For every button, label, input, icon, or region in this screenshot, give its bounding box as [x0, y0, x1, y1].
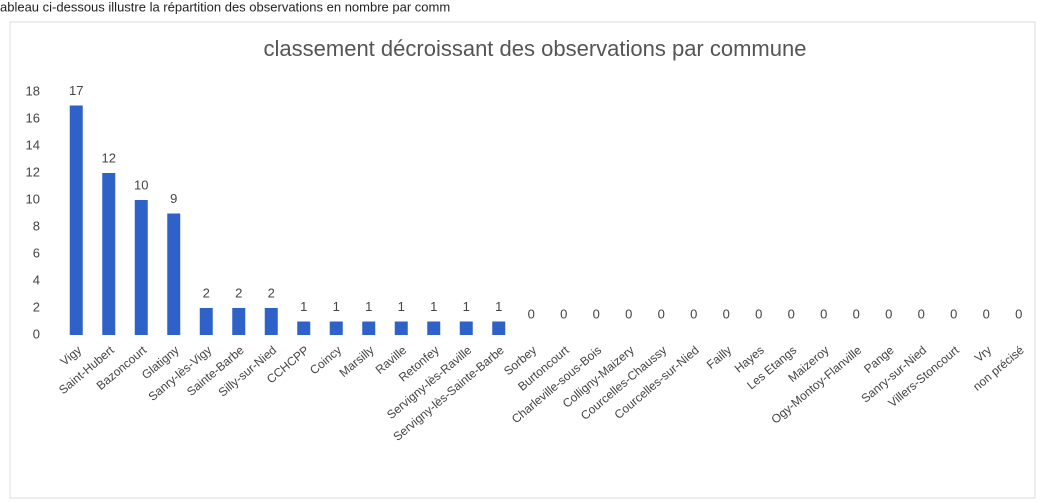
- data-label: 0: [690, 306, 697, 321]
- y-tick-label: 16: [26, 110, 40, 125]
- data-label: 0: [723, 306, 730, 321]
- data-label: 9: [170, 191, 177, 206]
- y-tick-label: 12: [26, 164, 40, 179]
- chart-title: classement décroissant des observations …: [264, 36, 807, 61]
- data-label: 0: [820, 306, 827, 321]
- bar: [394, 321, 408, 335]
- data-label: 2: [235, 285, 242, 300]
- data-label: 0: [918, 306, 925, 321]
- y-tick-label: 0: [33, 326, 40, 341]
- data-label: 1: [300, 299, 307, 314]
- data-label: 0: [560, 306, 567, 321]
- data-label: 0: [885, 306, 892, 321]
- data-label: 0: [853, 306, 860, 321]
- data-label: 0: [983, 306, 990, 321]
- data-label: 1: [495, 299, 502, 314]
- bar: [492, 321, 506, 335]
- x-tick-label: Vry: [972, 343, 994, 365]
- x-tick-label: Marsilly: [337, 343, 377, 380]
- data-label: 0: [755, 306, 762, 321]
- data-label: 0: [625, 306, 632, 321]
- data-label: 0: [658, 306, 665, 321]
- data-label: 2: [268, 285, 275, 300]
- data-label: 0: [788, 306, 795, 321]
- bar: [264, 308, 278, 335]
- data-label: 0: [528, 306, 535, 321]
- data-label: 0: [1015, 306, 1022, 321]
- bar: [329, 321, 343, 335]
- bar: [167, 213, 181, 335]
- data-label: 17: [69, 83, 83, 98]
- bar: [297, 321, 311, 335]
- caption: ableau ci-dessous illustre la répartitio…: [0, 0, 450, 14]
- bar: [199, 308, 213, 335]
- data-label: 1: [430, 299, 437, 314]
- y-tick-label: 2: [33, 299, 40, 314]
- chart-frame: [9, 21, 1036, 499]
- y-tick-label: 10: [26, 191, 40, 206]
- x-tick-label: Vigy: [57, 343, 84, 369]
- y-tick-label: 6: [33, 245, 40, 260]
- bar: [69, 105, 83, 335]
- bar: [362, 321, 376, 335]
- bar: [102, 173, 116, 335]
- y-tick-label: 8: [33, 218, 40, 233]
- bar: [232, 308, 246, 335]
- bar: [459, 321, 473, 335]
- data-label: 1: [365, 299, 372, 314]
- x-tick-label: Failly: [704, 343, 734, 372]
- data-label: 1: [398, 299, 405, 314]
- data-label: 0: [950, 306, 957, 321]
- y-tick-label: 14: [26, 137, 40, 152]
- bar: [134, 200, 148, 335]
- data-label: 0: [593, 306, 600, 321]
- data-label: 1: [333, 299, 340, 314]
- data-label: 12: [102, 150, 116, 165]
- bar: [427, 321, 441, 335]
- y-tick-label: 18: [26, 83, 40, 98]
- data-label: 1: [463, 299, 470, 314]
- data-label: 10: [134, 177, 148, 192]
- y-tick-label: 4: [33, 272, 40, 287]
- data-label: 2: [203, 285, 210, 300]
